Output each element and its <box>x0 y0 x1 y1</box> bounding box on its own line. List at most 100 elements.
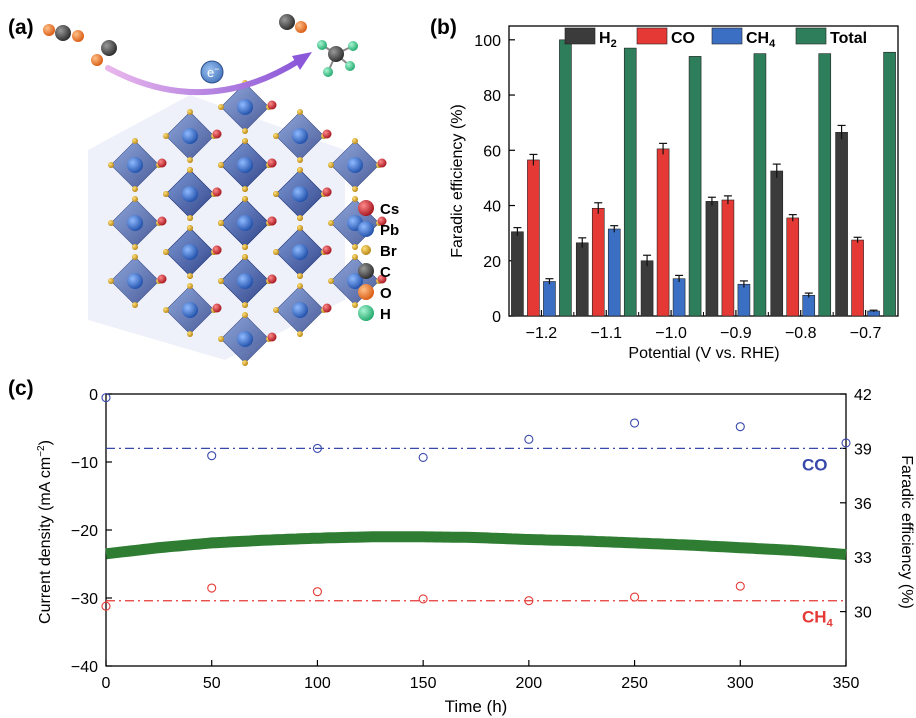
br-atom <box>218 104 224 110</box>
bar-co <box>721 199 735 317</box>
panel-c-label: (c) <box>8 377 34 400</box>
svg-text:Current density (mA cm−2): Current density (mA cm−2) <box>36 440 54 624</box>
co-point <box>841 438 851 448</box>
pb-atom <box>292 302 308 318</box>
br-atom <box>297 157 303 163</box>
co-point <box>735 422 745 432</box>
legend-atom-cs-icon <box>358 200 374 216</box>
pb-atom <box>182 244 198 260</box>
b-y-tick-label: 0 <box>492 309 501 326</box>
c-x-tick-label: 0 <box>102 675 111 692</box>
bar-ch4 <box>737 283 751 317</box>
pb-atom <box>182 128 198 144</box>
bar-h2 <box>835 132 848 317</box>
c-x-tick-label: 350 <box>833 675 860 692</box>
br-atom <box>108 162 114 168</box>
cs-atom <box>322 187 332 197</box>
b-y-axis-title: Faradic efficiency (%) <box>449 104 466 258</box>
legend-swatch-co <box>636 27 668 45</box>
br-atom <box>218 336 224 342</box>
co-point <box>312 443 322 453</box>
legend-atom-c-icon <box>358 263 374 279</box>
cs-atom <box>212 303 222 313</box>
cs-atom <box>267 158 277 168</box>
br-atom <box>218 162 224 168</box>
br-atom <box>242 302 248 308</box>
co2-molecule-icon <box>43 24 84 42</box>
legend-atom-br-icon <box>361 245 371 255</box>
legend-label-subscript: 2 <box>611 38 617 50</box>
legend-atom-label-o: O <box>380 285 392 302</box>
c-left-y-tick-label: 0 <box>89 387 98 404</box>
br-atom <box>273 133 279 139</box>
bar-h2 <box>640 260 654 317</box>
pb-atom <box>292 244 308 260</box>
legend-swatch-h2 <box>564 27 596 45</box>
pb-atom <box>292 186 308 202</box>
electron-icon <box>200 60 224 84</box>
bar-ch4 <box>672 278 686 317</box>
br-atom <box>352 138 358 144</box>
br-atom <box>108 278 114 284</box>
ch4-series-label: CH4 <box>802 608 834 630</box>
co-point <box>418 452 428 463</box>
ch4-point <box>101 601 111 611</box>
br-atom <box>352 186 358 192</box>
cs-atom <box>377 274 387 284</box>
cs-atom <box>157 158 167 168</box>
pb-atom <box>127 157 143 173</box>
panel-c: (c) 0 50 100 150 200 250 300 350 0 −10 −20 −30 −40 30… <box>8 377 915 716</box>
c-x-tick-label: 250 <box>621 675 648 692</box>
bar-h2 <box>575 242 589 317</box>
br-atom <box>297 283 303 289</box>
br-atom <box>132 186 138 192</box>
cs-atom <box>212 245 222 255</box>
bar-total <box>623 47 637 317</box>
b-x-tick-label: −0.9 <box>720 325 752 342</box>
legend-label-h2: H2 <box>599 30 617 50</box>
perovskite-crystal-illustration <box>88 80 387 366</box>
br-atom <box>218 278 224 284</box>
legend-atom-o-icon <box>358 284 374 300</box>
bar-chart: 0 20 40 60 80 100 −1.2 −1.1 −1.0 −0.9 −0.8 −0.7 H2 CO… <box>474 25 899 342</box>
pb-atom <box>347 157 363 173</box>
legend-swatch-total <box>795 27 827 45</box>
electron-transfer-arrow <box>105 57 303 96</box>
bar-total <box>818 53 832 317</box>
b-y-tick-label: 40 <box>483 199 501 216</box>
c-left-y-tick-label: −20 <box>71 523 98 540</box>
c-x-tick-label: 100 <box>304 675 331 692</box>
cs-atom <box>157 274 167 284</box>
br-atom <box>273 191 279 197</box>
co-point <box>101 393 111 403</box>
legend-atom-label-pb: Pb <box>380 222 399 239</box>
legend-label-total: Total <box>830 30 867 47</box>
c-right-y-tick-label: 33 <box>854 550 872 567</box>
br-atom <box>132 138 138 144</box>
panel-b: (b) 0 20 40 60 80 100 −1.2 −1.1 −1.0 −0.9 −0.8 −0.7… <box>430 16 899 362</box>
br-atom <box>352 302 358 308</box>
pb-atom <box>237 215 253 231</box>
c-right-axis-title: Faradic efficiency (%) <box>898 455 915 609</box>
cs-atom <box>377 158 387 168</box>
br-atom <box>132 254 138 260</box>
co-point <box>630 418 640 428</box>
c-right-y-tick-label: 36 <box>854 496 872 513</box>
br-atom <box>132 196 138 202</box>
atom-legend: Cs Pb Br COH <box>358 200 399 323</box>
bar-co <box>851 239 864 317</box>
pb-atom <box>127 215 143 231</box>
br-atom <box>242 244 248 250</box>
b-x-tick-label: −0.7 <box>850 325 882 342</box>
bar-total <box>559 39 572 317</box>
bar-h2 <box>511 231 524 317</box>
ch4-molecule-icon <box>317 40 358 77</box>
b-y-tick-label: 60 <box>483 143 501 160</box>
br-atom <box>187 225 193 231</box>
electron-charge: − <box>214 64 219 74</box>
legend-label-co: CO <box>671 30 695 47</box>
br-atom <box>187 157 193 163</box>
c-right-y-tick-label: 42 <box>854 387 872 404</box>
co-product-molecule-icon <box>279 14 307 33</box>
